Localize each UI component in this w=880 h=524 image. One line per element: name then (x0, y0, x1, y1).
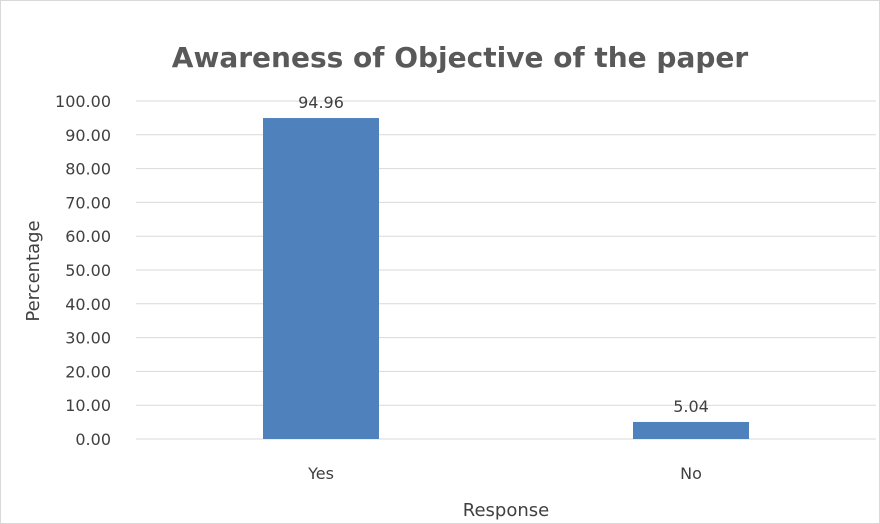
chart-title: Awareness of Objective of the paper (172, 41, 749, 74)
y-tick-label: 100.00 (55, 92, 111, 111)
y-tick-label: 30.00 (65, 329, 111, 348)
y-tick-label: 0.00 (75, 430, 111, 449)
data-label: 94.96 (298, 93, 344, 112)
y-tick-label: 90.00 (65, 126, 111, 145)
bar-yes (263, 118, 379, 439)
y-axis-title: Percentage (23, 220, 44, 321)
x-axis-title: Response (463, 500, 549, 521)
y-tick-label: 10.00 (65, 396, 111, 415)
x-tick-label: Yes (307, 464, 334, 483)
y-tick-label: 60.00 (65, 227, 111, 246)
data-label: 5.04 (673, 397, 709, 416)
y-tick-label: 70.00 (65, 193, 111, 212)
x-axis-ticks: Yes No (307, 464, 702, 483)
y-tick-label: 50.00 (65, 261, 111, 280)
data-labels: 94.96 5.04 (298, 93, 709, 416)
y-tick-label: 80.00 (65, 160, 111, 179)
x-tick-label: No (680, 464, 702, 483)
y-axis-ticks: 0.00 10.00 20.00 30.00 40.00 50.00 60.00 70.00 8… (55, 92, 111, 449)
y-tick-label: 20.00 (65, 362, 111, 381)
y-tick-label: 40.00 (65, 295, 111, 314)
gridlines (136, 100, 876, 440)
bar-no (633, 421, 749, 439)
bars (263, 118, 749, 439)
